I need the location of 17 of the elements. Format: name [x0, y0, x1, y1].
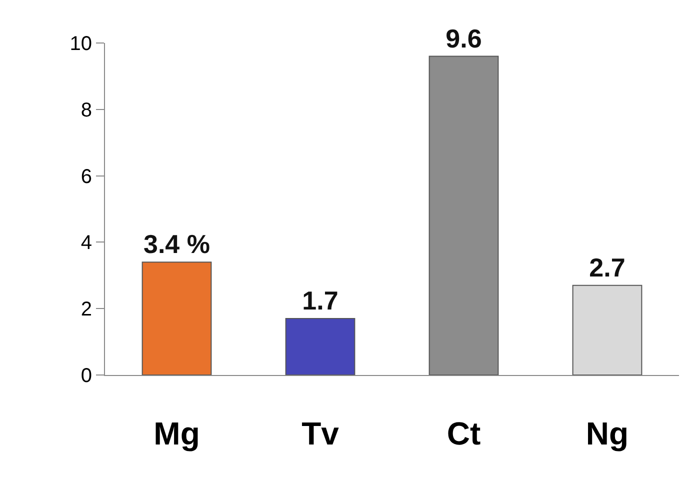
data-label: 1.7	[302, 286, 338, 316]
bar	[142, 262, 212, 375]
bar	[285, 318, 356, 375]
y-tick-label: 6	[80, 166, 92, 188]
x-tick-label: Ct	[446, 415, 481, 452]
y-tick-label: 4	[80, 232, 92, 254]
bar	[572, 284, 642, 375]
data-label: 2.7	[589, 252, 626, 282]
y-tick-label: 8	[80, 99, 92, 122]
y-tick-label: 0	[80, 365, 92, 387]
data-label: 9.6	[446, 23, 482, 54]
data-label: 3.4 %	[144, 229, 210, 260]
x-tick-label: Mg	[154, 415, 200, 452]
x-tick-label: Ng	[586, 415, 629, 452]
y-tick-label: 10	[70, 33, 92, 55]
x-tick-label: Tv	[302, 415, 340, 452]
y-tick-label: 2	[80, 298, 92, 321]
